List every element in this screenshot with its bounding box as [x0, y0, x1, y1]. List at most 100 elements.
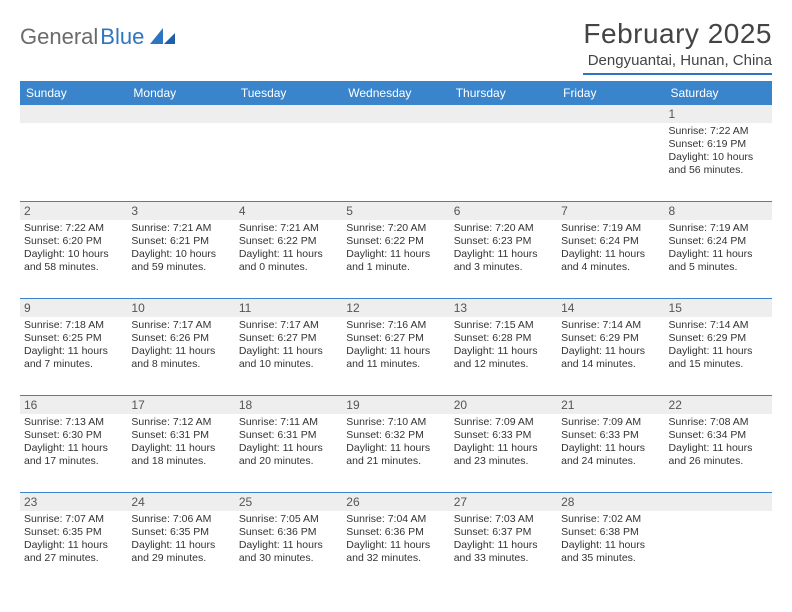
sunrise-text: Sunrise: 7:21 AM	[131, 222, 230, 235]
day-number	[127, 105, 234, 123]
sunrise-text: Sunrise: 7:11 AM	[239, 416, 338, 429]
sunset-text: Sunset: 6:31 PM	[239, 429, 338, 442]
day-cell: Sunrise: 7:09 AMSunset: 6:33 PMDaylight:…	[450, 414, 557, 492]
daylight-text-1: Daylight: 11 hours	[346, 248, 445, 261]
daylight-text-1: Daylight: 11 hours	[669, 345, 768, 358]
sunset-text: Sunset: 6:29 PM	[561, 332, 660, 345]
daylight-text-1: Daylight: 11 hours	[454, 248, 553, 261]
sunrise-text: Sunrise: 7:14 AM	[669, 319, 768, 332]
brand-word-1: General	[20, 24, 98, 50]
sunset-text: Sunset: 6:25 PM	[24, 332, 123, 345]
sunrise-text: Sunrise: 7:22 AM	[669, 125, 768, 138]
week-row: Sunrise: 7:18 AMSunset: 6:25 PMDaylight:…	[20, 317, 772, 396]
daylight-text-1: Daylight: 11 hours	[24, 442, 123, 455]
weekday-saturday: Saturday	[665, 81, 772, 105]
day-cell: Sunrise: 7:10 AMSunset: 6:32 PMDaylight:…	[342, 414, 449, 492]
daylight-text-2: and 21 minutes.	[346, 455, 445, 468]
daylight-text-1: Daylight: 11 hours	[239, 248, 338, 261]
daylight-text-1: Daylight: 11 hours	[346, 539, 445, 552]
sunset-text: Sunset: 6:32 PM	[346, 429, 445, 442]
daylight-text-2: and 15 minutes.	[669, 358, 768, 371]
weekday-friday: Friday	[557, 81, 664, 105]
day-cell: Sunrise: 7:03 AMSunset: 6:37 PMDaylight:…	[450, 511, 557, 589]
sunrise-text: Sunrise: 7:21 AM	[239, 222, 338, 235]
daylight-text-2: and 27 minutes.	[24, 552, 123, 565]
daylight-text-1: Daylight: 10 hours	[131, 248, 230, 261]
daylight-text-2: and 0 minutes.	[239, 261, 338, 274]
week-row: Sunrise: 7:22 AMSunset: 6:20 PMDaylight:…	[20, 220, 772, 299]
day-number: 8	[665, 202, 772, 220]
day-cell: Sunrise: 7:08 AMSunset: 6:34 PMDaylight:…	[665, 414, 772, 492]
weekday-tuesday: Tuesday	[235, 81, 342, 105]
day-cell: Sunrise: 7:20 AMSunset: 6:22 PMDaylight:…	[342, 220, 449, 298]
daylight-text-2: and 4 minutes.	[561, 261, 660, 274]
day-cell: Sunrise: 7:15 AMSunset: 6:28 PMDaylight:…	[450, 317, 557, 395]
daylight-text-2: and 10 minutes.	[239, 358, 338, 371]
day-cell: Sunrise: 7:14 AMSunset: 6:29 PMDaylight:…	[557, 317, 664, 395]
weekday-monday: Monday	[127, 81, 234, 105]
daylight-text-2: and 5 minutes.	[669, 261, 768, 274]
sunrise-text: Sunrise: 7:16 AM	[346, 319, 445, 332]
day-cell: Sunrise: 7:04 AMSunset: 6:36 PMDaylight:…	[342, 511, 449, 589]
day-number: 5	[342, 202, 449, 220]
day-number: 3	[127, 202, 234, 220]
day-number: 19	[342, 396, 449, 414]
page-header: GeneralBlue February 2025 Dengyuantai, H…	[20, 18, 772, 75]
day-number: 22	[665, 396, 772, 414]
daylight-text-1: Daylight: 11 hours	[454, 345, 553, 358]
sunrise-text: Sunrise: 7:17 AM	[131, 319, 230, 332]
day-cell: Sunrise: 7:09 AMSunset: 6:33 PMDaylight:…	[557, 414, 664, 492]
title-block: February 2025 Dengyuantai, Hunan, China	[583, 18, 772, 75]
day-cell: Sunrise: 7:19 AMSunset: 6:24 PMDaylight:…	[665, 220, 772, 298]
day-cell: Sunrise: 7:20 AMSunset: 6:23 PMDaylight:…	[450, 220, 557, 298]
sunrise-text: Sunrise: 7:10 AM	[346, 416, 445, 429]
day-number: 2	[20, 202, 127, 220]
daylight-text-2: and 59 minutes.	[131, 261, 230, 274]
daylight-text-1: Daylight: 11 hours	[239, 539, 338, 552]
brand-logo: GeneralBlue	[20, 18, 176, 50]
day-number: 28	[557, 493, 664, 511]
calendar-grid: Sunday Monday Tuesday Wednesday Thursday…	[20, 81, 772, 589]
daylight-text-1: Daylight: 11 hours	[454, 442, 553, 455]
sunrise-text: Sunrise: 7:05 AM	[239, 513, 338, 526]
sunrise-text: Sunrise: 7:02 AM	[561, 513, 660, 526]
daylight-text-2: and 8 minutes.	[131, 358, 230, 371]
sunrise-text: Sunrise: 7:06 AM	[131, 513, 230, 526]
sunset-text: Sunset: 6:24 PM	[561, 235, 660, 248]
daylight-text-1: Daylight: 11 hours	[669, 442, 768, 455]
sunset-text: Sunset: 6:36 PM	[346, 526, 445, 539]
day-number: 13	[450, 299, 557, 317]
weekday-sunday: Sunday	[20, 81, 127, 105]
sunset-text: Sunset: 6:26 PM	[131, 332, 230, 345]
day-number-row: 9101112131415	[20, 299, 772, 317]
day-cell	[127, 123, 234, 201]
day-cell: Sunrise: 7:17 AMSunset: 6:27 PMDaylight:…	[235, 317, 342, 395]
daylight-text-2: and 23 minutes.	[454, 455, 553, 468]
day-number: 6	[450, 202, 557, 220]
daylight-text-2: and 12 minutes.	[454, 358, 553, 371]
day-cell	[665, 511, 772, 589]
weeks-container: 1Sunrise: 7:22 AMSunset: 6:19 PMDaylight…	[20, 105, 772, 589]
daylight-text-1: Daylight: 11 hours	[239, 345, 338, 358]
daylight-text-1: Daylight: 11 hours	[131, 539, 230, 552]
day-number	[557, 105, 664, 123]
day-number: 21	[557, 396, 664, 414]
sunset-text: Sunset: 6:30 PM	[24, 429, 123, 442]
sunset-text: Sunset: 6:35 PM	[131, 526, 230, 539]
daylight-text-2: and 29 minutes.	[131, 552, 230, 565]
sunset-text: Sunset: 6:38 PM	[561, 526, 660, 539]
week-row: Sunrise: 7:13 AMSunset: 6:30 PMDaylight:…	[20, 414, 772, 493]
day-cell: Sunrise: 7:13 AMSunset: 6:30 PMDaylight:…	[20, 414, 127, 492]
sunrise-text: Sunrise: 7:09 AM	[454, 416, 553, 429]
daylight-text-1: Daylight: 11 hours	[239, 442, 338, 455]
day-number-row: 232425262728	[20, 493, 772, 511]
daylight-text-1: Daylight: 11 hours	[561, 442, 660, 455]
daylight-text-2: and 33 minutes.	[454, 552, 553, 565]
day-number-row: 1	[20, 105, 772, 123]
day-number: 18	[235, 396, 342, 414]
day-cell: Sunrise: 7:19 AMSunset: 6:24 PMDaylight:…	[557, 220, 664, 298]
day-cell: Sunrise: 7:22 AMSunset: 6:20 PMDaylight:…	[20, 220, 127, 298]
sunset-text: Sunset: 6:35 PM	[24, 526, 123, 539]
sunrise-text: Sunrise: 7:12 AM	[131, 416, 230, 429]
sunset-text: Sunset: 6:28 PM	[454, 332, 553, 345]
